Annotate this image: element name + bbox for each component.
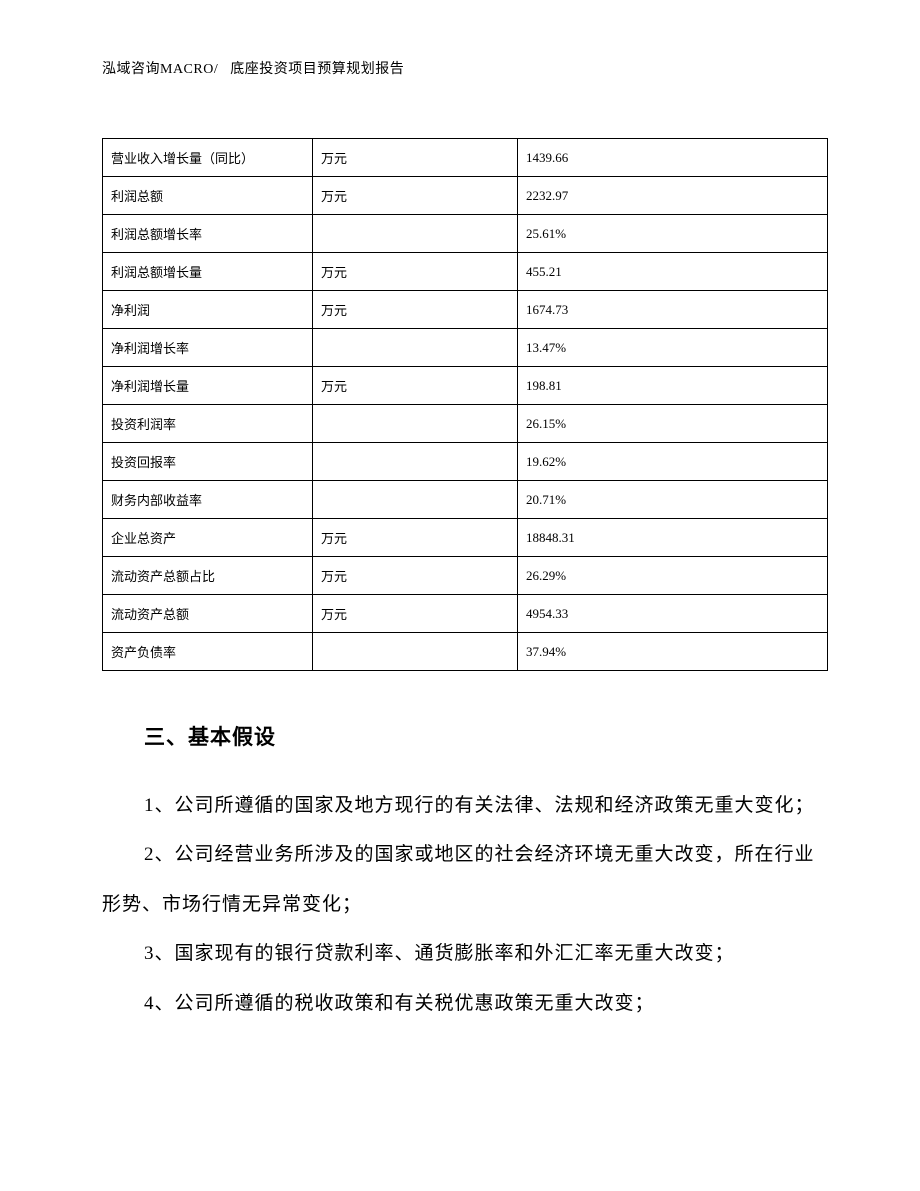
table-row: 净利润万元1674.73 [103, 291, 828, 329]
section-body: 1、公司所遵循的国家及地方现行的有关法律、法规和经济政策无重大变化；2、公司经营… [102, 781, 828, 1028]
metric-value: 4954.33 [518, 595, 828, 633]
metric-unit: 万元 [313, 139, 518, 177]
metric-value: 26.15% [518, 405, 828, 443]
table-row: 流动资产总额万元4954.33 [103, 595, 828, 633]
metric-label: 财务内部收益率 [103, 481, 313, 519]
metric-unit: 万元 [313, 177, 518, 215]
metric-value: 13.47% [518, 329, 828, 367]
table-row: 利润总额增长率 25.61% [103, 215, 828, 253]
metric-value: 1674.73 [518, 291, 828, 329]
metric-label: 投资利润率 [103, 405, 313, 443]
metric-label: 资产负债率 [103, 633, 313, 671]
metric-value: 1439.66 [518, 139, 828, 177]
metric-value: 37.94% [518, 633, 828, 671]
metric-label: 流动资产总额 [103, 595, 313, 633]
section-title: 三、基本假设 [144, 721, 828, 751]
table-row: 投资回报率 19.62% [103, 443, 828, 481]
metric-unit [313, 481, 518, 519]
metric-unit: 万元 [313, 595, 518, 633]
table-row: 财务内部收益率 20.71% [103, 481, 828, 519]
table-row: 企业总资产万元18848.31 [103, 519, 828, 557]
metric-unit [313, 405, 518, 443]
metric-label: 流动资产总额占比 [103, 557, 313, 595]
metric-unit: 万元 [313, 519, 518, 557]
metric-unit [313, 443, 518, 481]
metric-value: 455.21 [518, 253, 828, 291]
table-row: 投资利润率 26.15% [103, 405, 828, 443]
metric-label: 利润总额增长量 [103, 253, 313, 291]
table-row: 流动资产总额占比万元26.29% [103, 557, 828, 595]
metric-unit [313, 329, 518, 367]
metric-unit [313, 633, 518, 671]
page-header: 泓域咨询MACRO/ 底座投资项目预算规划报告 [102, 58, 828, 78]
metric-value: 19.62% [518, 443, 828, 481]
metric-label: 净利润 [103, 291, 313, 329]
metric-label: 净利润增长率 [103, 329, 313, 367]
table-row: 资产负债率 37.94% [103, 633, 828, 671]
table-row: 利润总额万元2232.97 [103, 177, 828, 215]
assumption-item: 4、公司所遵循的税收政策和有关税优惠政策无重大改变； [102, 979, 828, 1028]
assumption-item: 1、公司所遵循的国家及地方现行的有关法律、法规和经济政策无重大变化； [102, 781, 828, 830]
table-row: 净利润增长率 13.47% [103, 329, 828, 367]
financial-table: 营业收入增长量（同比）万元1439.66利润总额万元2232.97利润总额增长率… [102, 138, 828, 671]
metric-value: 18848.31 [518, 519, 828, 557]
table-row: 净利润增长量万元198.81 [103, 367, 828, 405]
assumption-item: 2、公司经营业务所涉及的国家或地区的社会经济环境无重大改变，所在行业形势、市场行… [102, 830, 828, 929]
metric-value: 198.81 [518, 367, 828, 405]
metric-unit [313, 215, 518, 253]
table-row: 营业收入增长量（同比）万元1439.66 [103, 139, 828, 177]
metric-label: 企业总资产 [103, 519, 313, 557]
assumption-item: 3、国家现有的银行贷款利率、通货膨胀率和外汇汇率无重大改变； [102, 929, 828, 978]
metric-value: 26.29% [518, 557, 828, 595]
header-title: 底座投资项目预算规划报告 [230, 62, 404, 77]
metric-unit: 万元 [313, 291, 518, 329]
metric-label: 利润总额 [103, 177, 313, 215]
metric-value: 2232.97 [518, 177, 828, 215]
metric-unit: 万元 [313, 367, 518, 405]
table-row: 利润总额增长量万元455.21 [103, 253, 828, 291]
metric-label: 营业收入增长量（同比） [103, 139, 313, 177]
metric-unit: 万元 [313, 253, 518, 291]
metric-label: 利润总额增长率 [103, 215, 313, 253]
header-company: 泓域咨询MACRO/ [102, 62, 218, 77]
metric-value: 20.71% [518, 481, 828, 519]
metric-value: 25.61% [518, 215, 828, 253]
metric-label: 净利润增长量 [103, 367, 313, 405]
metric-unit: 万元 [313, 557, 518, 595]
metric-label: 投资回报率 [103, 443, 313, 481]
